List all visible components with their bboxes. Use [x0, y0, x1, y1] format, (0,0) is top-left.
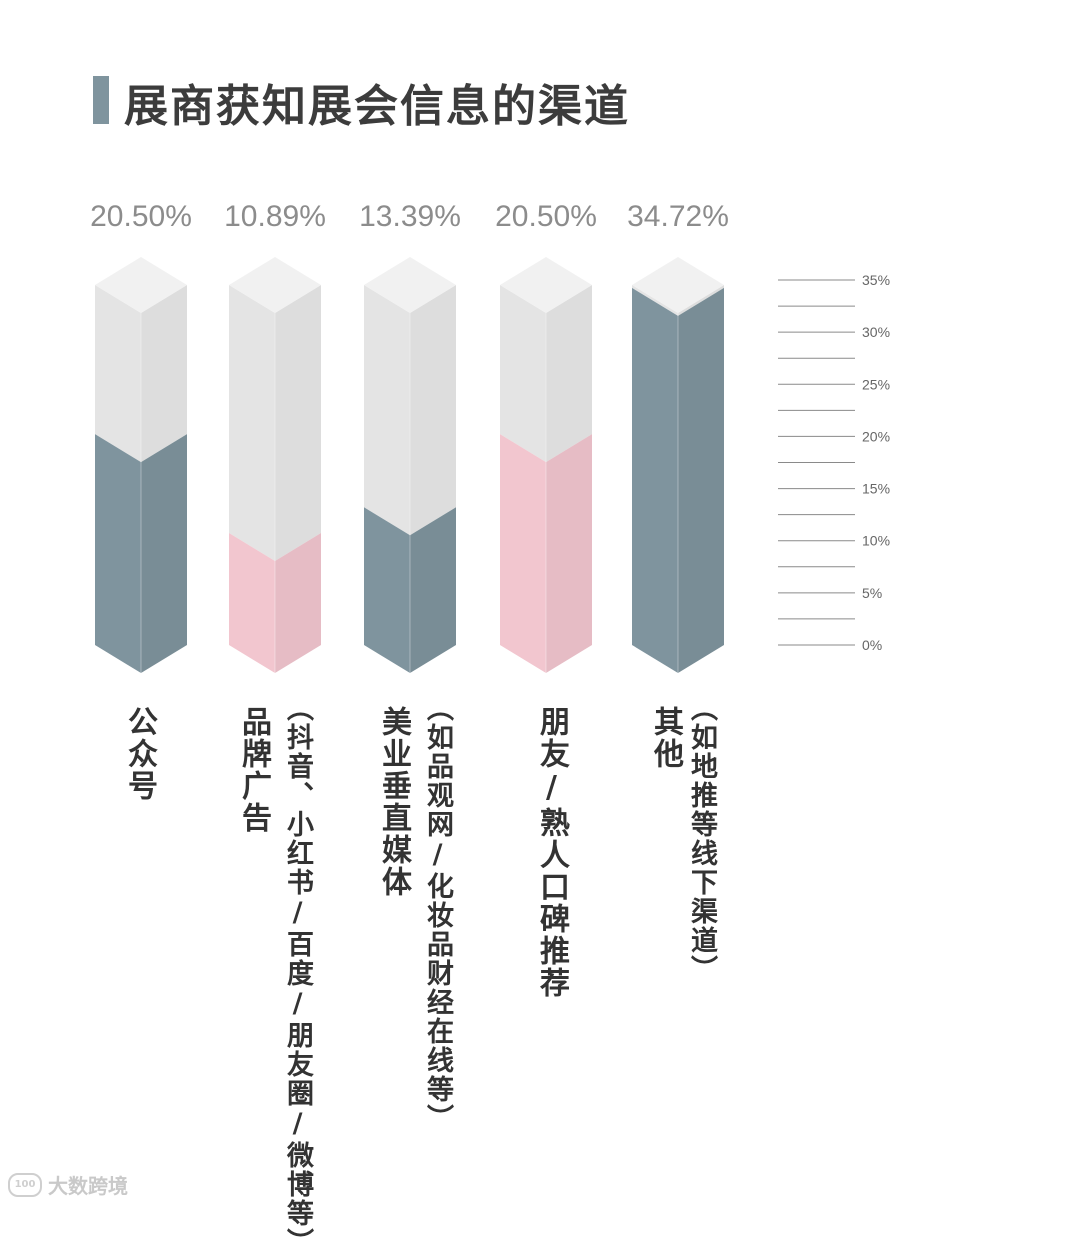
bar-0-fill-left: [95, 434, 141, 673]
bar-3-top-cap: [500, 257, 592, 313]
scale-tick-label-0: 35%: [862, 272, 890, 288]
watermark-text: 大数跨境: [48, 1174, 128, 1198]
value-label-1: 10.89%: [224, 200, 326, 233]
category-label-4-sub: （如地推等线下渠道）: [686, 694, 717, 984]
bar-1-top-cap: [229, 257, 321, 313]
scale-tick-label-1: 30%: [862, 324, 890, 340]
bars-group: [95, 257, 724, 673]
bar-2-empty-left: [364, 285, 410, 536]
bar-4-empty-right: [678, 285, 724, 316]
bar-3-fill-left: [500, 434, 546, 673]
category-label-2-main: 美业垂直媒体: [376, 706, 411, 898]
bar-0-top-cap: [95, 257, 187, 313]
category-label-0: 公众号: [122, 706, 157, 802]
scale-tick-label-3: 20%: [862, 428, 890, 444]
bar-2-empty-right: [410, 285, 456, 536]
bar-0-empty-right: [141, 285, 187, 463]
value-label-3: 20.50%: [495, 200, 597, 233]
category-label-4-main: 其他: [648, 706, 683, 770]
bar-2-top-cap: [364, 257, 456, 313]
bar-2-fill-right: [410, 507, 456, 673]
bar-0: [95, 257, 187, 673]
bar-chart: 20.50% 10.89% 13.39% 20.50% 34.72% 35% 30% 25%…: [90, 200, 890, 673]
value-label-4: 34.72%: [627, 200, 729, 233]
scale-tick-label-6: 5%: [862, 585, 882, 601]
bar-4-empty-left: [632, 285, 678, 316]
bar-0-fill-right: [141, 434, 187, 673]
bar-2-fill-left: [364, 507, 410, 673]
bar-1-fill-left: [229, 532, 275, 673]
bar-2: [364, 257, 456, 673]
bar-1: [229, 257, 321, 673]
bar-4-top-cap: [632, 257, 724, 313]
bar-1-empty-right: [275, 285, 321, 561]
scale-tick-label-5: 10%: [862, 533, 890, 549]
scale-tick-label-7: 0%: [862, 637, 882, 653]
category-label-0-main: 公众号: [122, 706, 157, 802]
category-label-1-sub: （抖音、小红书/百度/朋友圈/微博等）: [282, 694, 313, 1257]
bar-4: [632, 257, 724, 673]
scale-axis: 35% 30% 25% 20% 15% 10% 5% 0%: [778, 272, 890, 653]
category-label-2-sub: （如品观网/化妆品财经在线等）: [422, 694, 453, 1133]
value-label-0: 20.50%: [90, 200, 192, 233]
bar-3-empty-right: [546, 285, 592, 463]
category-label-1-main: 品牌广告: [236, 706, 271, 834]
category-label-3-main: 朋友/熟人口碑推荐: [534, 706, 569, 999]
bar-4-fill-right: [678, 287, 724, 673]
value-labels-group: 20.50% 10.89% 13.39% 20.50% 34.72%: [90, 200, 729, 233]
bar-3: [500, 257, 592, 673]
value-label-2: 13.39%: [359, 200, 461, 233]
title-accent-bar: [93, 76, 109, 124]
watermark: 100 大数跨境: [8, 1170, 128, 1199]
bar-1-fill-right: [275, 532, 321, 673]
bar-3-empty-left: [500, 285, 546, 463]
scale-tick-label-4: 15%: [862, 481, 890, 497]
bar-4-fill-left: [632, 287, 678, 673]
bar-0-empty-left: [95, 285, 141, 463]
chart-title: 展商获知展会信息的渠道: [124, 81, 630, 132]
bar-1-empty-left: [229, 285, 275, 561]
bar-3-fill-right: [546, 434, 592, 673]
scale-tick-label-2: 25%: [862, 376, 890, 392]
watermark-logo-icon: 100: [8, 1172, 42, 1197]
